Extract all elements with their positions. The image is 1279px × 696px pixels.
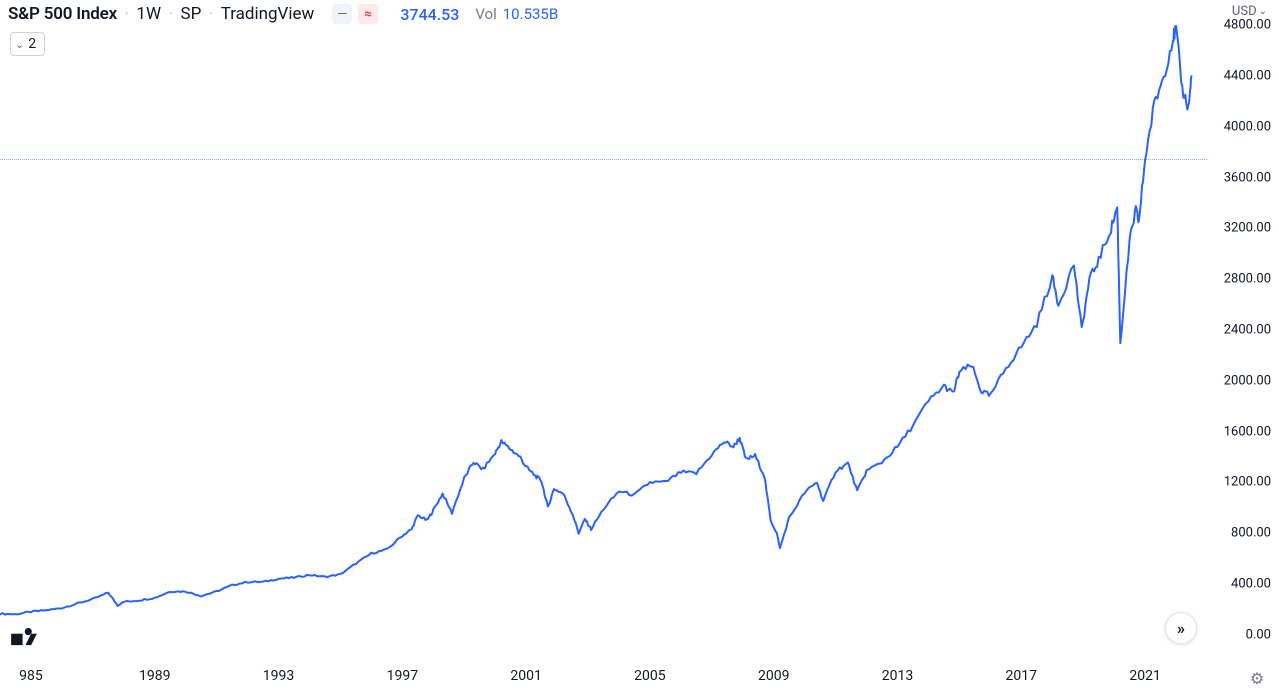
y-tick-label: 1600.00 xyxy=(1224,424,1271,439)
symbol-header: S&P 500 Index · 1W · SP · TradingView — … xyxy=(8,4,558,24)
y-tick-label: 2800.00 xyxy=(1224,272,1271,287)
exchange-label: SP xyxy=(180,4,201,24)
x-tick-label: 1989 xyxy=(139,668,170,684)
scroll-right-button[interactable]: » xyxy=(1165,612,1197,644)
y-tick-label: 2000.00 xyxy=(1224,373,1271,388)
chart-settings-button[interactable]: ⚙ xyxy=(1247,668,1267,688)
x-tick-label: 1997 xyxy=(387,668,418,684)
interval-label[interactable]: 1W xyxy=(136,4,161,24)
x-tick-label: 2017 xyxy=(1006,668,1037,684)
volume-label: Vol xyxy=(475,5,496,23)
last-price: 3744.53 xyxy=(400,5,459,24)
y-tick-label: 3600.00 xyxy=(1224,170,1271,185)
double-chevron-right-icon: » xyxy=(1177,619,1185,638)
y-tick-label: 0.00 xyxy=(1246,627,1271,642)
legend-dash-pill[interactable]: — xyxy=(332,4,352,24)
chart-area[interactable] xyxy=(0,0,1207,660)
y-tick-label: 4000.00 xyxy=(1224,119,1271,134)
separator-dot: · xyxy=(207,7,214,22)
x-tick-label: 1993 xyxy=(263,668,294,684)
volume-value: 10.535B xyxy=(503,5,558,23)
x-tick-label: 2021 xyxy=(1129,668,1160,684)
x-tick-label: 2001 xyxy=(510,668,541,684)
price-line-chart xyxy=(0,0,1207,660)
y-tick-label: 4800.00 xyxy=(1224,18,1271,33)
y-tick-label: 800.00 xyxy=(1231,526,1271,541)
legend-approx-pill[interactable]: ≈ xyxy=(358,4,378,24)
brand-label[interactable]: TradingView xyxy=(221,4,315,24)
y-tick-label: 3200.00 xyxy=(1224,221,1271,236)
x-tick-label: 2009 xyxy=(758,668,789,684)
gear-icon: ⚙ xyxy=(1250,669,1264,688)
symbol-name[interactable]: S&P 500 Index xyxy=(8,4,117,24)
x-tick-label: 985 xyxy=(19,668,43,684)
last-price-line xyxy=(0,159,1207,160)
x-tick-label: 2005 xyxy=(634,668,665,684)
y-tick-label: 2400.00 xyxy=(1224,323,1271,338)
separator-dot: · xyxy=(123,7,130,22)
x-axis[interactable]: 985 1989 1993 1997 2001 2005 2009 2013 2017 2021 xyxy=(0,660,1207,696)
tradingview-logo-icon[interactable] xyxy=(10,628,38,648)
y-tick-label: 1200.00 xyxy=(1224,475,1271,490)
y-tick-label: 400.00 xyxy=(1231,576,1271,591)
x-tick-label: 2013 xyxy=(882,668,913,684)
y-axis[interactable]: 0.00 400.00 800.00 1200.00 1600.00 2000.00 240… xyxy=(1207,0,1279,660)
y-tick-label: 4400.00 xyxy=(1224,69,1271,84)
separator-dot: · xyxy=(167,7,174,22)
